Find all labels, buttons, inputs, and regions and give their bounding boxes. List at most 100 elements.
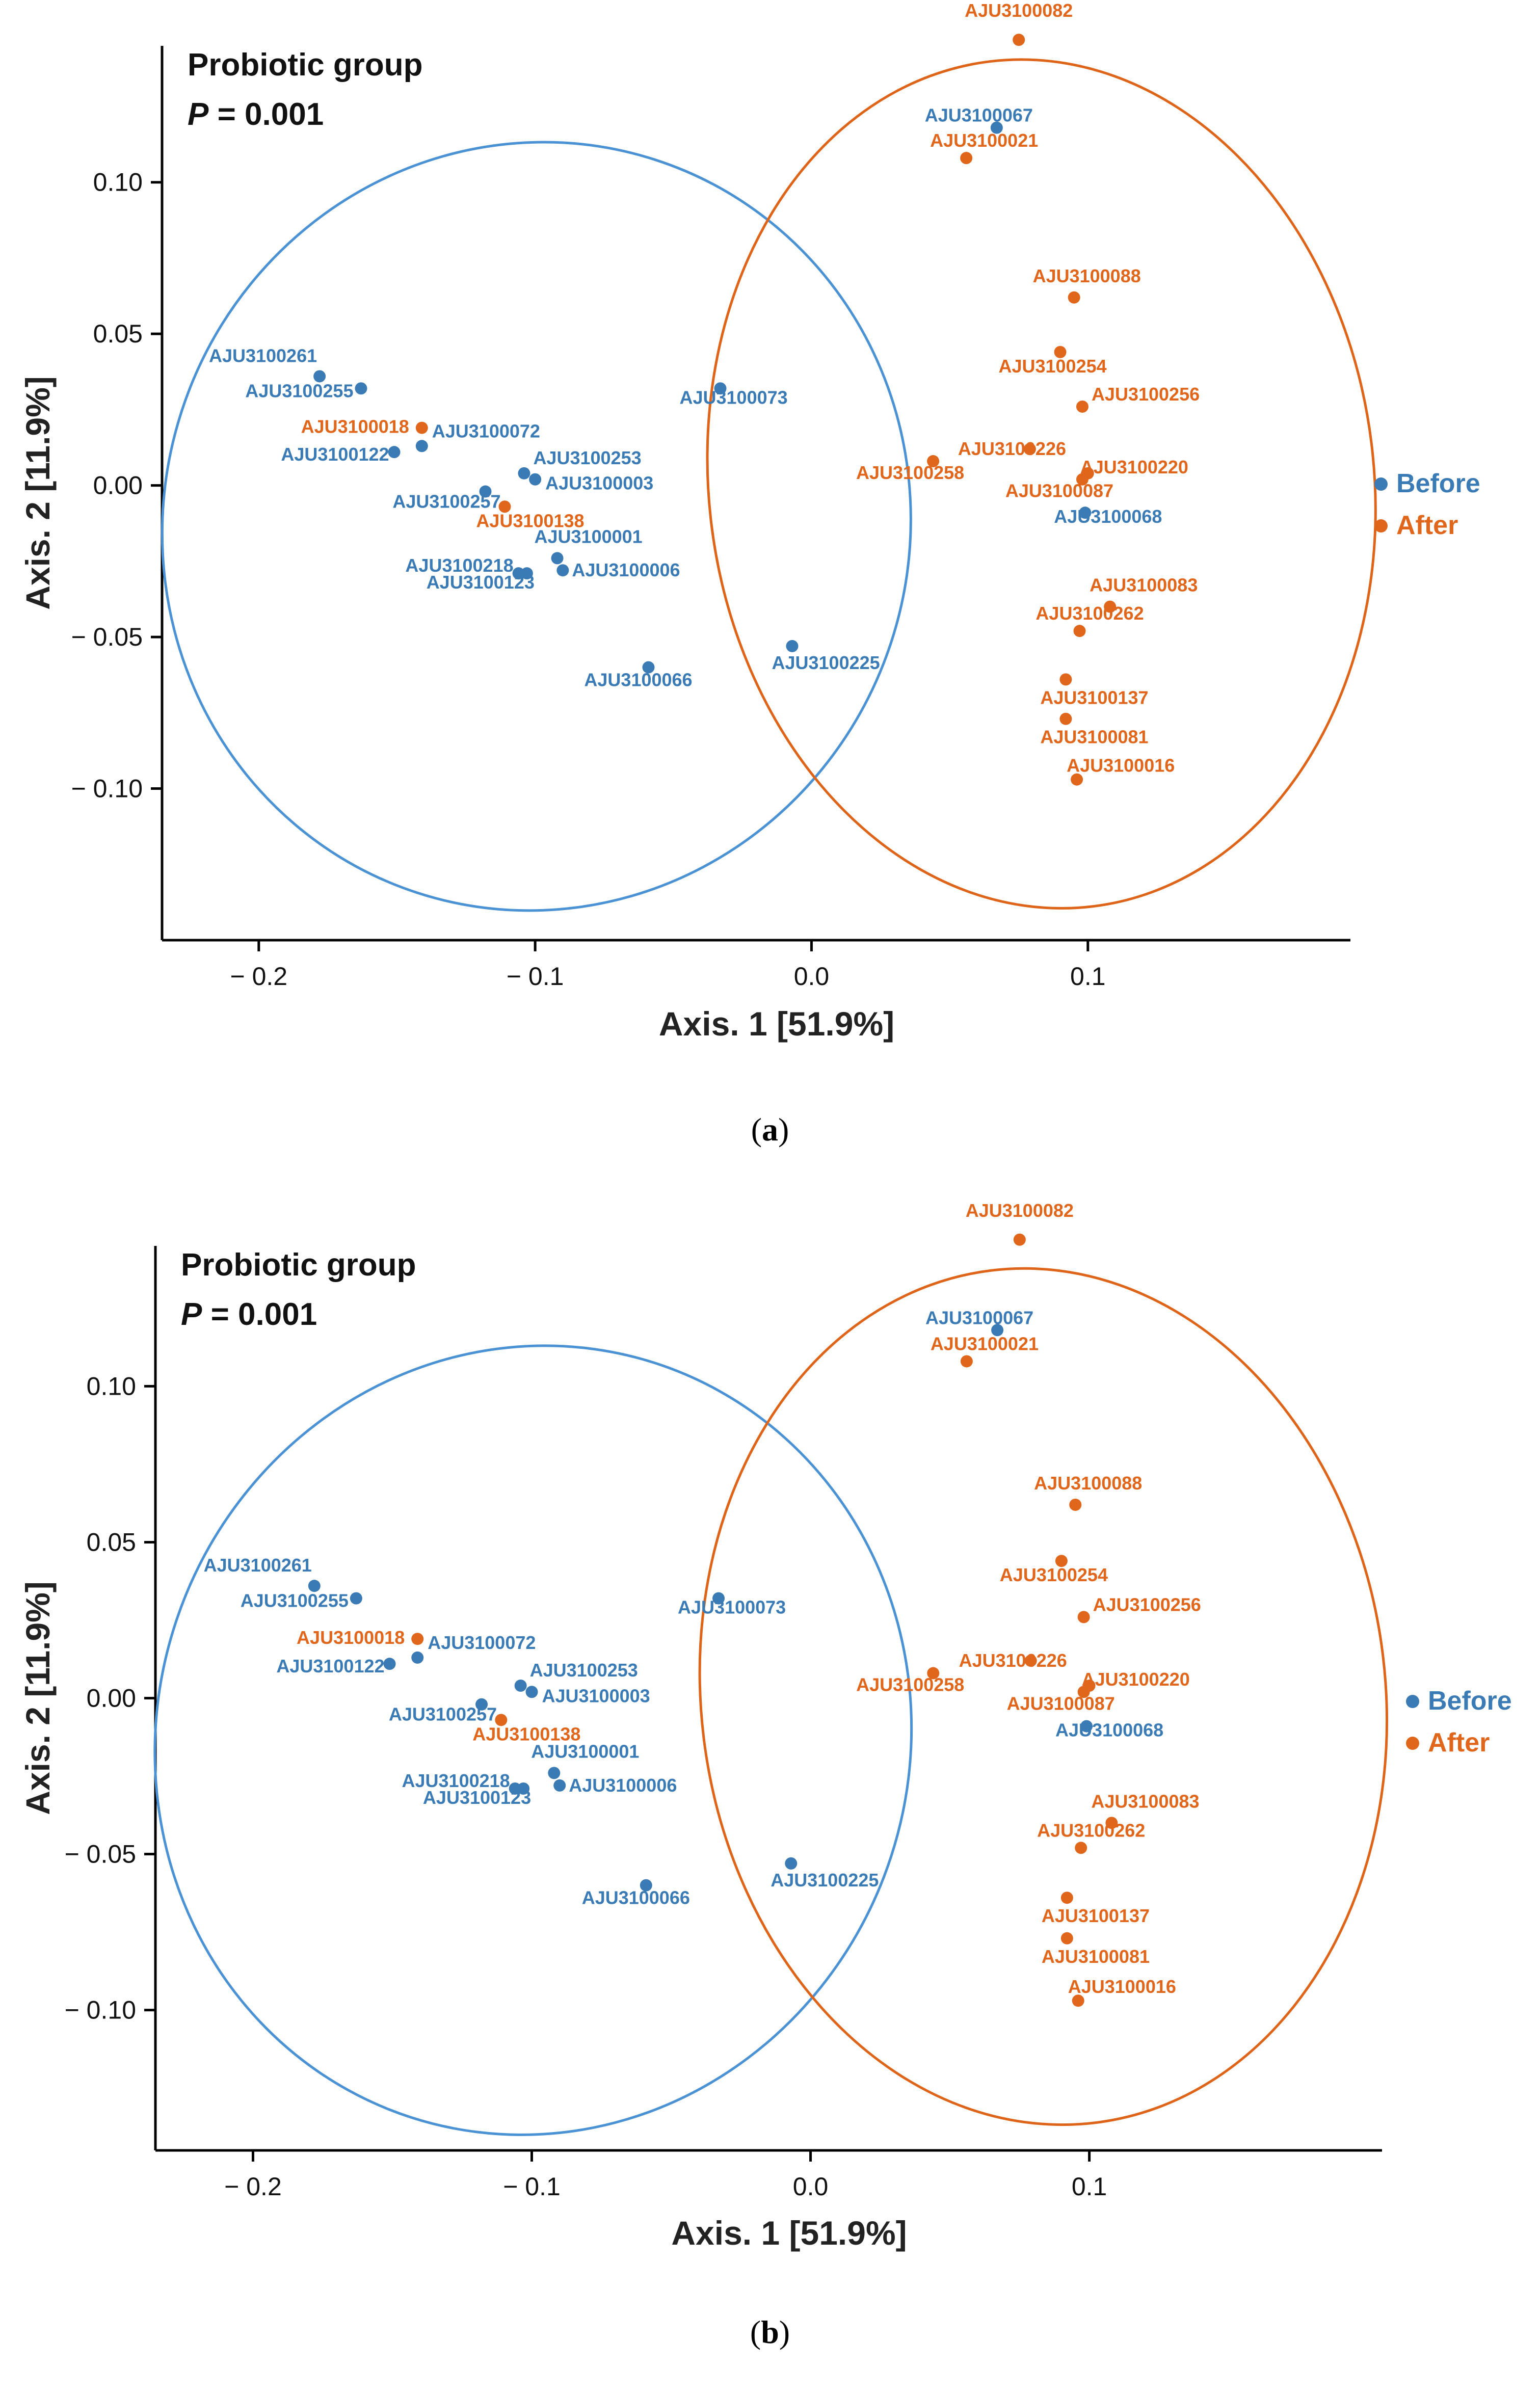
x-tick-label: 0.0 xyxy=(793,2172,829,2201)
point-label: AJU3100081 xyxy=(1040,727,1148,748)
after-point xyxy=(960,152,973,165)
y-tick-label: 0.10 xyxy=(87,1372,136,1400)
y-tick-label: 0.05 xyxy=(93,320,143,348)
x-tick-label: 0.1 xyxy=(1072,2172,1107,2201)
after-point xyxy=(1013,34,1025,46)
point-label: AJU3100137 xyxy=(1040,687,1148,708)
x-axis-label: Axis. 1 [51.9%] xyxy=(671,2214,907,2252)
point-label: AJU3100220 xyxy=(1082,1669,1190,1690)
p-value-label: P = 0.001 xyxy=(188,97,324,132)
point-label: AJU3100006 xyxy=(572,560,680,580)
point-label: AJU3100122 xyxy=(276,1656,384,1676)
before-point xyxy=(355,382,367,395)
after-point xyxy=(1059,712,1072,725)
point-label: AJU3100258 xyxy=(856,462,964,483)
before-point xyxy=(529,473,542,486)
chart-panel-b: − 0.2 − 0.1 0.0 0.1 0.10 0.05 0.00 − 0.05 − 0.10… xyxy=(19,1200,1512,2252)
before-point xyxy=(518,467,530,480)
point-label: AJU3100225 xyxy=(771,1870,879,1891)
before-point xyxy=(475,1698,488,1711)
y-tick-label: − 0.10 xyxy=(71,775,143,803)
after-point xyxy=(960,1355,973,1368)
after-point xyxy=(1076,473,1088,486)
y-tick-label: 0.05 xyxy=(87,1528,136,1556)
before-point xyxy=(1079,507,1092,519)
before-point xyxy=(308,1580,321,1592)
point-label: AJU3100083 xyxy=(1090,575,1198,596)
point-label: AJU3100018 xyxy=(301,416,409,437)
point-label: AJU3100256 xyxy=(1093,1594,1201,1615)
after-point xyxy=(1104,600,1117,613)
point-label: AJU3100262 xyxy=(1035,603,1144,624)
point-label: AJU3100067 xyxy=(925,1307,1033,1328)
y-axis-label: Axis. 2 [11.9%] xyxy=(19,1581,57,1815)
before-point xyxy=(514,1680,527,1692)
point-label: AJU3100087 xyxy=(1007,1693,1115,1714)
point-label: AJU3100255 xyxy=(245,380,353,401)
chart-panel-a: − 0.2 − 0.1 0.0 0.1 0.10 0.05 0.00 − 0.05 − 0.10… xyxy=(19,0,1480,1043)
point-label: AJU3100138 xyxy=(472,1723,580,1744)
chart-title: Probiotic group xyxy=(181,1247,416,1283)
before-point xyxy=(415,440,428,452)
point-label: AJU3100087 xyxy=(1005,481,1113,501)
point-label: AJU3100021 xyxy=(931,1333,1039,1354)
before-point xyxy=(642,661,655,674)
x-axis-label: Axis. 1 [51.9%] xyxy=(659,1005,894,1043)
x-tick-label: − 0.2 xyxy=(224,2172,282,2201)
point-label: AJU3100003 xyxy=(542,1685,650,1706)
point-label: AJU3100257 xyxy=(392,491,500,512)
point-label: AJU3100218 xyxy=(402,1770,510,1791)
before-point xyxy=(714,382,727,395)
caption-a: (a) xyxy=(751,1111,789,1148)
point-label: AJU3100066 xyxy=(584,670,692,690)
after-point xyxy=(1013,1233,1026,1246)
caption-b: (b) xyxy=(750,2314,790,2350)
point-label: AJU3100122 xyxy=(281,444,389,465)
before-point xyxy=(551,552,564,565)
legend-marker-after xyxy=(1406,1737,1419,1750)
point-label: AJU3100255 xyxy=(241,1590,349,1611)
after-point xyxy=(1054,345,1067,358)
point-label: AJU3100016 xyxy=(1068,1976,1176,1997)
point-label: AJU3100225 xyxy=(772,652,880,673)
before-point xyxy=(991,1324,1004,1337)
after-point xyxy=(927,455,940,468)
point-label: AJU3100073 xyxy=(679,387,787,408)
point-label: AJU3100123 xyxy=(427,572,535,593)
before-point xyxy=(411,1651,424,1664)
after-point xyxy=(1075,1842,1087,1854)
after-point xyxy=(495,1714,508,1726)
point-label: AJU3100018 xyxy=(297,1627,405,1648)
point-label: AJU3100226 xyxy=(958,438,1066,459)
legend-label-before: Before xyxy=(1396,469,1480,498)
legend-label-after: After xyxy=(1428,1728,1490,1758)
point-label: AJU3100256 xyxy=(1092,384,1200,405)
after-point xyxy=(1073,625,1086,637)
point-label: AJU3100253 xyxy=(530,1660,638,1681)
y-tick-label: 0.00 xyxy=(93,471,143,500)
point-label: AJU3100254 xyxy=(998,356,1106,377)
after-point xyxy=(411,1633,424,1645)
y-tick-label: − 0.05 xyxy=(65,1840,136,1869)
x-tick-label: 0.0 xyxy=(794,962,830,991)
point-label: AJU3100016 xyxy=(1067,755,1175,776)
point-label: AJU3100253 xyxy=(533,447,641,468)
before-point xyxy=(525,1686,538,1698)
point-label: AJU3100066 xyxy=(582,1887,690,1908)
y-axis-label: Axis. 2 [11.9%] xyxy=(19,376,57,610)
before-point xyxy=(553,1779,566,1792)
before-ellipse xyxy=(153,1344,913,2136)
point-label: AJU3100220 xyxy=(1080,457,1188,477)
point-label: AJU3100067 xyxy=(925,105,1033,126)
before-point xyxy=(313,370,326,383)
chart-title: Probiotic group xyxy=(188,47,423,83)
point-label: AJU3100088 xyxy=(1034,1473,1142,1494)
legend-marker-before xyxy=(1406,1695,1419,1708)
before-point xyxy=(479,485,492,498)
point-label: AJU3100261 xyxy=(209,345,317,366)
p-value-label: P = 0.001 xyxy=(181,1297,317,1332)
before-point xyxy=(1080,1720,1093,1733)
legend-marker-before xyxy=(1374,477,1388,491)
point-label: AJU3100003 xyxy=(545,473,653,494)
point-label: AJU3100226 xyxy=(959,1650,1067,1671)
